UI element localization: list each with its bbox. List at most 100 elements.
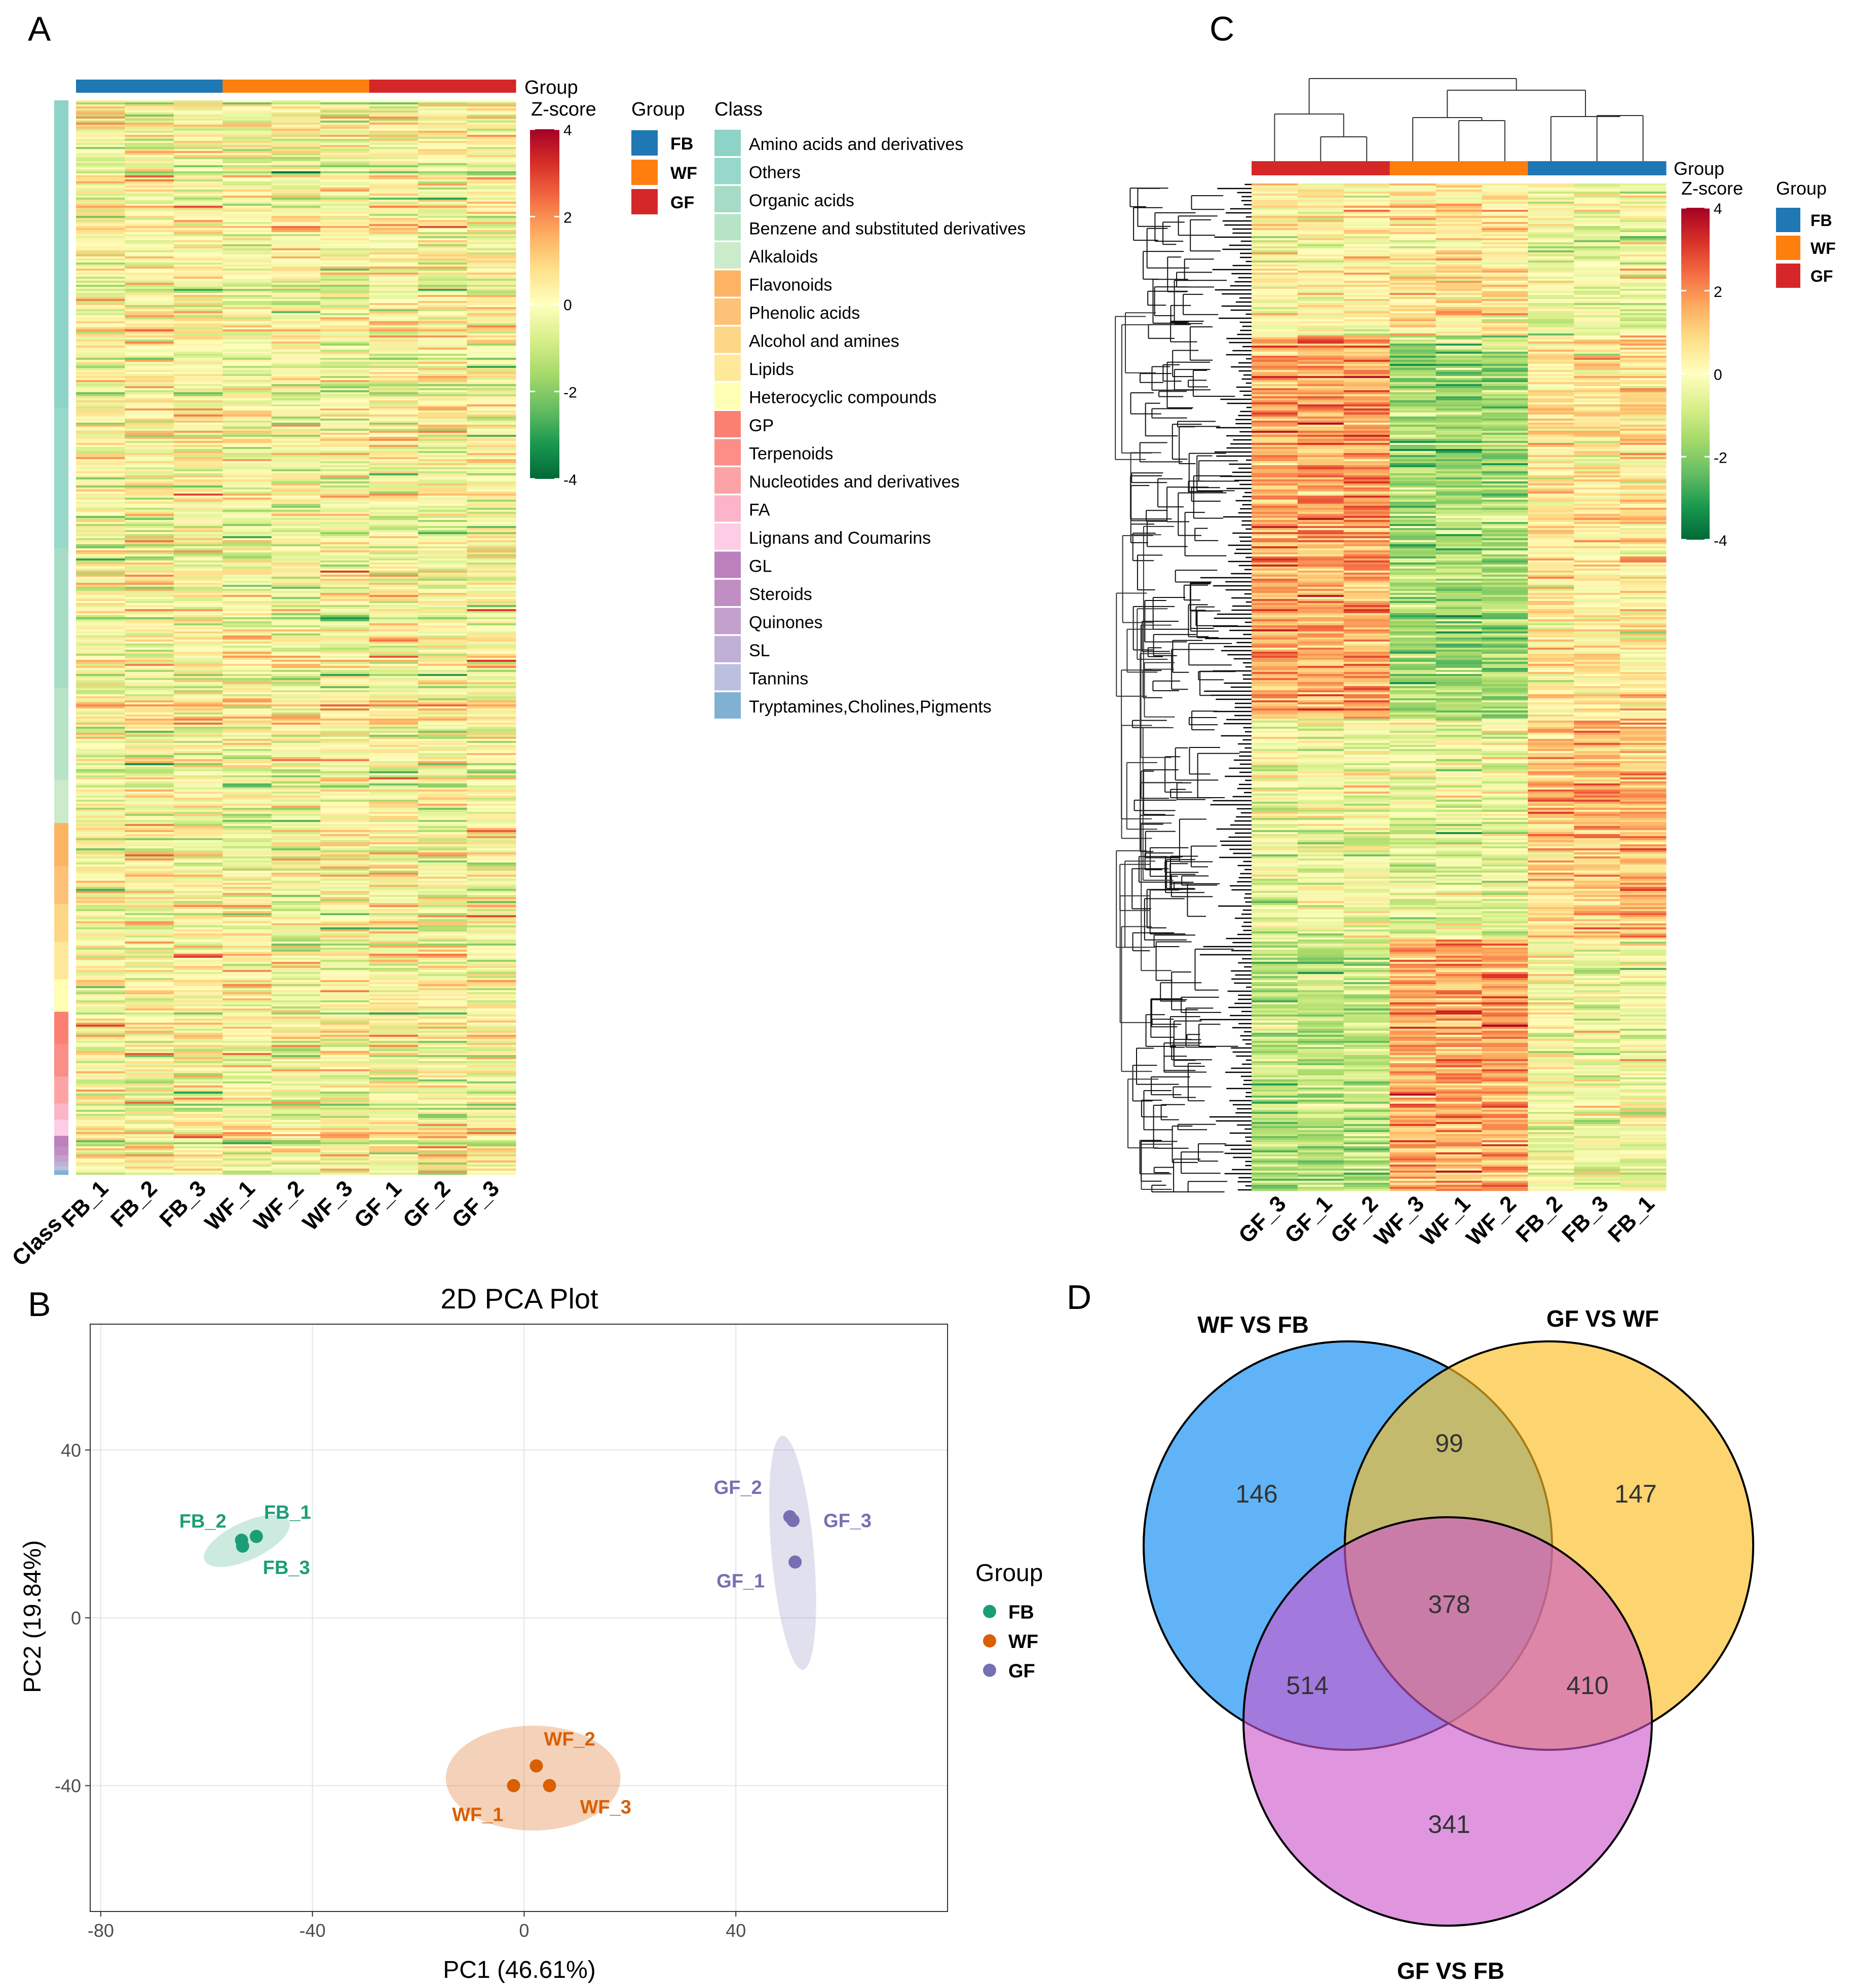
b-point-wf_2 (530, 1759, 543, 1773)
b-title: 2D PCA Plot (440, 1283, 598, 1315)
venn-set-label-gf-vs-fb: GF VS FB (1397, 1958, 1504, 1984)
a-class-legend-label: Lipids (749, 360, 794, 379)
a-class-legend: Amino acids and derivatives Others Organic… (714, 130, 1026, 719)
a-class-bar-segment (54, 1136, 68, 1147)
c-scale-label: Z-score (1681, 178, 1743, 199)
a-class-legend-swatch (714, 664, 741, 691)
b-grid (90, 1324, 948, 1911)
b-xtick-label: -80 (88, 1920, 114, 1941)
a-color-scale: 4 2 0 -2 -4 (530, 122, 577, 489)
panel-label-d: D (1067, 1278, 1091, 1317)
a-group-legend-label: WF (670, 164, 697, 183)
c-group-bar-cell (1343, 161, 1390, 175)
a-class-legend-swatch (714, 214, 741, 241)
b-legend-marker (983, 1605, 996, 1618)
a-group-bar-cell (222, 80, 272, 93)
color-scale-tick: 4 (1714, 201, 1722, 217)
a-class-legend-label: Benzene and substituted derivatives (749, 219, 1026, 239)
a-class-legend-swatch (714, 383, 741, 409)
c-column-label: FB_2 (1511, 1191, 1567, 1247)
a-column-label: GF_3 (447, 1176, 504, 1232)
panel-label-a: A (28, 10, 51, 48)
c-group-legend-label: GF (1810, 267, 1833, 285)
venn-count-gf-vs-wf-only: 147 (1614, 1480, 1656, 1508)
color-scale-tick: -2 (1714, 449, 1727, 466)
a-class-bar-segment (54, 100, 68, 408)
a-class-legend-title: Class (714, 99, 763, 120)
c-column-label: WF_2 (1461, 1191, 1521, 1251)
c-group-legend-title: Group (1776, 178, 1827, 199)
a-group-legend-label: GF (670, 193, 694, 212)
a-class-legend-swatch (714, 692, 741, 719)
b-legend-marker (983, 1634, 996, 1647)
b-point-label: WF_2 (544, 1729, 595, 1750)
a-class-legend-label: GP (749, 416, 774, 435)
c-group-bar-cell (1574, 161, 1620, 175)
a-scale-label: Z-score (531, 99, 596, 120)
c-column-label: WF_3 (1370, 1191, 1429, 1251)
color-scale-tick: 0 (1714, 367, 1722, 384)
panel-d: D WF VS FB GF VS WF GF VS FB 146 147 99 … (1067, 1278, 1754, 1984)
a-class-legend-label: Amino acids and derivatives (749, 135, 963, 154)
a-class-bar-segment (54, 1146, 68, 1156)
b-ellipse-gf (769, 1436, 816, 1670)
b-xtick-label: -40 (299, 1920, 326, 1941)
a-class-bar-segment (54, 1103, 68, 1120)
b-point-label: WF_3 (580, 1797, 631, 1818)
a-group-legend-label: FB (670, 134, 693, 154)
b-legend-marker (983, 1664, 996, 1677)
a-class-legend-label: Lignans and Coumarins (749, 529, 931, 548)
c-row-dendrogram (1115, 183, 1252, 1192)
b-point-gf_3 (786, 1514, 800, 1527)
a-class-legend-label: Flavonoids (749, 276, 832, 295)
a-column-label: FB_1 (57, 1176, 114, 1232)
a-class-legend-label: GL (749, 557, 772, 576)
a-class-legend-label: Organic acids (749, 191, 854, 210)
a-class-legend-label: Terpenoids (749, 444, 833, 464)
b-point-label: GF_2 (714, 1477, 762, 1498)
b-ellipse-wf (445, 1726, 621, 1831)
a-column-label: WF_2 (249, 1176, 309, 1235)
a-class-legend-label: Tannins (749, 669, 808, 689)
c-group-bar (1252, 161, 1667, 175)
b-point-wf_3 (543, 1779, 556, 1792)
a-class-legend-swatch (714, 608, 741, 634)
a-group-bar-cell (369, 80, 419, 93)
c-column-label: GF_3 (1234, 1191, 1291, 1248)
a-class-legend-swatch (714, 186, 741, 212)
venn-count-wf-fb-and-gf-wf: 99 (1435, 1429, 1463, 1457)
a-group-legend-title: Group (631, 99, 685, 120)
a-group-legend-swatch (631, 130, 658, 156)
panel-a: A Group Class FB_1FB_2FB_3WF_1WF_2WF_3GF… (7, 10, 1026, 1271)
c-group-legend: FB WF GF (1776, 208, 1836, 288)
venn-count-gf-wf-and-gf-fb: 410 (1566, 1671, 1608, 1700)
a-group-label: Group (524, 77, 578, 98)
a-class-legend-label: Alkaloids (749, 247, 818, 267)
a-class-bar-segment (54, 1076, 68, 1104)
a-class-axis-label: Class (7, 1211, 67, 1271)
a-class-bar (54, 100, 68, 1175)
a-class-legend-swatch (714, 411, 741, 437)
venn-count-all: 378 (1428, 1590, 1470, 1619)
c-group-legend-label: FB (1810, 211, 1832, 230)
b-ylabel: PC2 (19.84%) (19, 1540, 46, 1693)
a-heatmap (76, 100, 516, 1175)
c-color-scale: 4 2 0 -2 -4 (1681, 201, 1727, 549)
b-legend-label: GF (1008, 1661, 1035, 1682)
a-class-legend-swatch (714, 270, 741, 297)
a-class-legend-swatch (714, 551, 741, 578)
b-ellipses (204, 1436, 816, 1831)
b-xtick-label: 40 (726, 1920, 746, 1941)
a-class-bar-segment (54, 1170, 68, 1175)
a-class-bar-segment (54, 548, 68, 689)
c-group-legend-label: WF (1810, 239, 1836, 257)
a-group-legend: FB WF GF (631, 130, 697, 214)
c-group-legend-swatch (1776, 236, 1800, 260)
a-column-label: GF_2 (398, 1176, 455, 1232)
b-legend-title: Group (975, 1560, 1043, 1587)
c-group-bar-cell (1436, 161, 1482, 175)
a-class-legend-swatch (714, 158, 741, 184)
b-point-label: FB_1 (264, 1502, 311, 1523)
color-scale-tick: 4 (563, 122, 572, 139)
